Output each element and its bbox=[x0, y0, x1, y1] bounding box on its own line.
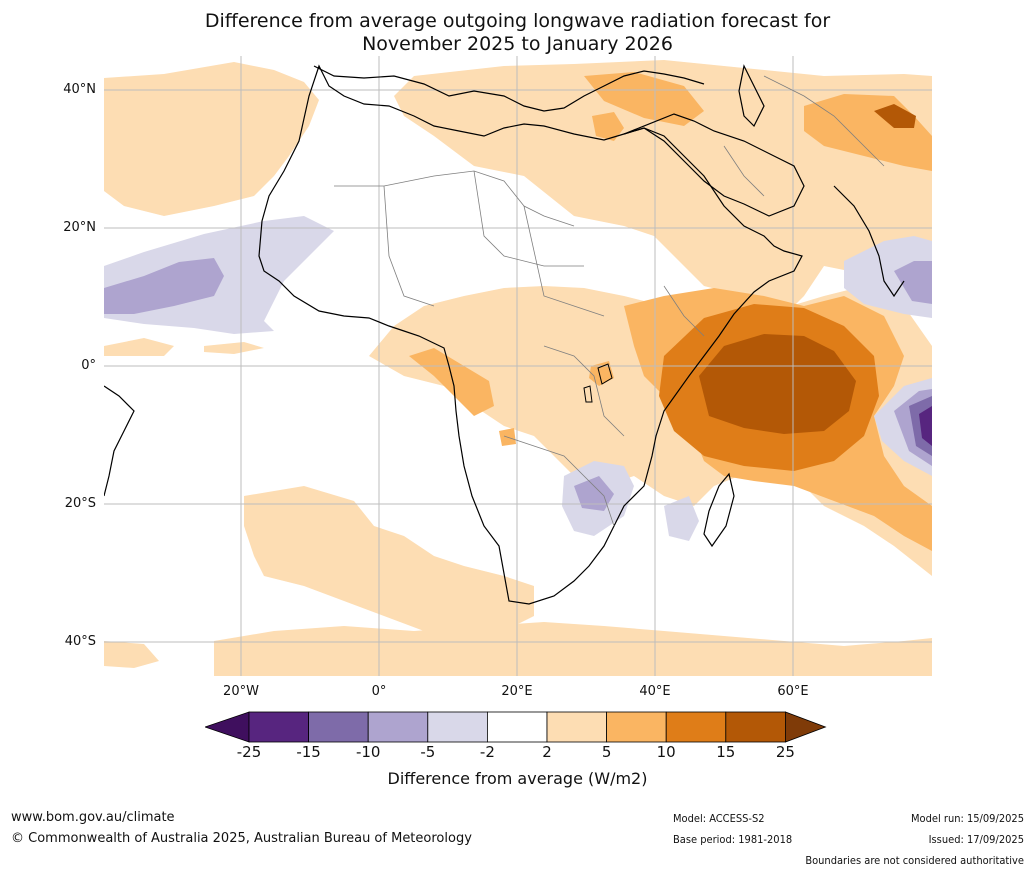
colorbar-segment bbox=[308, 711, 369, 743]
colorbar-tick-label: 2 bbox=[542, 743, 552, 761]
colorbar-tick-label: -25 bbox=[236, 743, 262, 761]
colorbar-segment bbox=[546, 711, 607, 743]
colorbar-segment bbox=[367, 711, 429, 743]
colorbar-extend-low bbox=[205, 711, 250, 743]
colorbar-segment bbox=[606, 711, 667, 743]
olr-anomaly-map bbox=[104, 56, 932, 676]
footer-base-period: Base period: 1981-2018 bbox=[673, 833, 793, 846]
colorbar-tick-label: -10 bbox=[355, 743, 381, 761]
lon-label-20w: 20°W bbox=[223, 684, 259, 699]
footer-disclaimer: Boundaries are not considered authoritat… bbox=[805, 854, 1024, 867]
lon-label-0: 0° bbox=[371, 684, 387, 699]
lat-label-40n: 40°N bbox=[63, 82, 96, 97]
lon-label-60e: 60°E bbox=[777, 684, 809, 699]
colorbar-segment bbox=[665, 711, 727, 743]
colorbar-extend-high bbox=[785, 711, 827, 743]
lat-label-equator: 0° bbox=[81, 358, 96, 373]
map-title: Difference from average outgoing longwav… bbox=[0, 10, 1035, 56]
footer-url: www.bom.gov.au/climate bbox=[11, 810, 175, 825]
lat-label-40s: 40°S bbox=[64, 634, 96, 649]
colorbar-segment bbox=[486, 711, 548, 743]
colorbar-tick-label: 10 bbox=[656, 743, 676, 761]
title-line-2: November 2025 to January 2026 bbox=[362, 33, 673, 55]
colorbar-segment bbox=[248, 711, 309, 743]
lon-label-20e: 20°E bbox=[501, 684, 533, 699]
lakes bbox=[583, 363, 613, 403]
graticule bbox=[104, 56, 932, 676]
footer-issued: Issued: 17/09/2025 bbox=[928, 833, 1024, 846]
lat-label-20n: 20°N bbox=[63, 220, 96, 235]
footer-copyright: © Commonwealth of Australia 2025, Austra… bbox=[11, 831, 472, 846]
footer-model-run: Model run: 15/09/2025 bbox=[911, 812, 1024, 825]
coastline bbox=[104, 64, 905, 605]
colorbar-tick-label: 15 bbox=[716, 743, 736, 761]
title-line-1: Difference from average outgoing longwav… bbox=[204, 10, 831, 32]
colorbar-tick-label: -5 bbox=[420, 743, 436, 761]
colorbar-tick-label: 5 bbox=[601, 743, 612, 761]
anomaly-neg15-to-neg25-region bbox=[919, 406, 932, 446]
colorbar bbox=[205, 711, 827, 743]
colorbar-tick-label: -2 bbox=[479, 743, 495, 761]
lat-label-20s: 20°S bbox=[64, 496, 96, 511]
footer-model: Model: ACCESS-S2 bbox=[673, 812, 765, 825]
country-borders bbox=[334, 75, 885, 527]
colorbar-tick-label: -15 bbox=[296, 743, 321, 761]
colorbar-segment bbox=[725, 711, 786, 743]
anomaly-15-to-25-region bbox=[699, 104, 916, 434]
colorbar-tick-label: 25 bbox=[775, 743, 795, 761]
lon-label-40e: 40°E bbox=[639, 684, 671, 699]
colorbar-segment bbox=[427, 711, 488, 743]
colorbar-title: Difference from average (W/m2) bbox=[387, 769, 648, 788]
